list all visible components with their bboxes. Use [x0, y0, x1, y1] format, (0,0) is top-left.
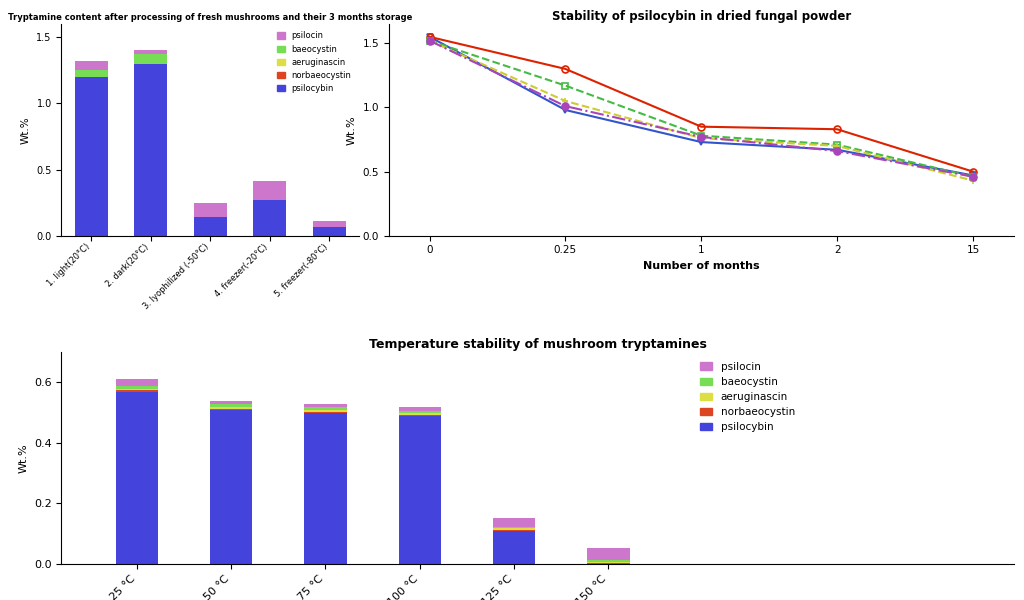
- Bar: [116, 379, 158, 386]
- Bar: [210, 401, 252, 404]
- Bar: [304, 413, 347, 564]
- Bar: [210, 410, 252, 564]
- 4. freezer (-20 °C): [559, 97, 571, 104]
- Bar: [587, 560, 630, 562]
- Bar: [75, 77, 108, 236]
- 2. dark (20 °C): [559, 65, 571, 73]
- 5. freezer (-80 °C): [559, 103, 571, 110]
- Legend: psilocin, baeocystin, aeruginascin, norbaeocystin, psilocybin: psilocin, baeocystin, aeruginascin, norb…: [273, 28, 355, 97]
- 5. freezer (-80 °C): [967, 173, 979, 181]
- 4. freezer (-20 °C): [423, 37, 435, 44]
- Bar: [587, 562, 630, 563]
- Y-axis label: Wt.%: Wt.%: [18, 443, 29, 473]
- 4. freezer (-20 °C): [695, 134, 708, 142]
- Bar: [587, 563, 630, 564]
- Bar: [398, 415, 441, 416]
- 2. dark (20 °C): [967, 168, 979, 175]
- Line: 1. light (20 °C): 1. light (20 °C): [426, 34, 977, 179]
- 1. light (20 °C): [695, 139, 708, 146]
- Bar: [304, 407, 347, 410]
- 3. fridge (4 °C): [423, 37, 435, 44]
- 5. freezer (-80 °C): [423, 37, 435, 44]
- Bar: [312, 221, 345, 226]
- Bar: [398, 407, 441, 411]
- Bar: [116, 389, 158, 391]
- 3. fridge (4 °C): [967, 173, 979, 181]
- 2. dark (20 °C): [423, 33, 435, 40]
- Line: 2. dark (20 °C): 2. dark (20 °C): [426, 34, 977, 175]
- Bar: [194, 203, 226, 217]
- Bar: [116, 392, 158, 564]
- 2. dark (20 °C): [831, 125, 844, 133]
- 1. light (20 °C): [423, 33, 435, 40]
- 4. freezer (-20 °C): [967, 177, 979, 184]
- 1. light (20 °C): [831, 146, 844, 154]
- Bar: [134, 50, 167, 55]
- Bar: [194, 217, 226, 236]
- Bar: [398, 416, 441, 564]
- 1. light (20 °C): [559, 106, 571, 113]
- Line: 3. fridge (4 °C): 3. fridge (4 °C): [426, 37, 977, 180]
- Title: Temperature stability of mushroom tryptamines: Temperature stability of mushroom trypta…: [369, 338, 707, 351]
- Bar: [116, 391, 158, 392]
- Title: Stability of psilocybin in dried fungal powder: Stability of psilocybin in dried fungal …: [552, 10, 851, 23]
- 4. freezer (-20 °C): [831, 142, 844, 149]
- Bar: [134, 55, 167, 64]
- Bar: [493, 529, 536, 530]
- Bar: [312, 226, 345, 236]
- Bar: [493, 518, 536, 527]
- Bar: [75, 61, 108, 70]
- Line: 5. freezer (-80 °C): 5. freezer (-80 °C): [426, 37, 977, 180]
- Bar: [304, 410, 347, 412]
- Bar: [304, 412, 347, 413]
- Y-axis label: Wt.%: Wt.%: [347, 115, 357, 145]
- Bar: [116, 386, 158, 389]
- Y-axis label: Wt.%: Wt.%: [20, 116, 31, 143]
- Bar: [210, 409, 252, 410]
- 3. fridge (4 °C): [695, 132, 708, 139]
- Bar: [398, 413, 441, 415]
- 5. freezer (-80 °C): [695, 133, 708, 140]
- Bar: [398, 411, 441, 413]
- Bar: [587, 548, 630, 560]
- Title: Tryptamine content after processing of fresh mushrooms and their 3 months storag: Tryptamine content after processing of f…: [8, 13, 413, 22]
- X-axis label: Number of months: Number of months: [643, 261, 760, 271]
- Bar: [75, 70, 108, 77]
- Bar: [493, 530, 536, 531]
- Bar: [493, 527, 536, 529]
- Bar: [253, 181, 286, 200]
- 3. fridge (4 °C): [559, 82, 571, 89]
- 1. light (20 °C): [967, 172, 979, 179]
- 3. fridge (4 °C): [831, 141, 844, 148]
- Bar: [210, 404, 252, 407]
- Bar: [493, 531, 536, 564]
- 5. freezer (-80 °C): [831, 148, 844, 155]
- Legend: psilocin, baeocystin, aeruginascin, norbaeocystin, psilocybin: psilocin, baeocystin, aeruginascin, norb…: [695, 358, 799, 437]
- Line: 4. freezer (-20 °C): 4. freezer (-20 °C): [426, 37, 977, 184]
- Bar: [210, 407, 252, 409]
- Bar: [253, 200, 286, 236]
- 2. dark (20 °C): [695, 123, 708, 130]
- Bar: [134, 64, 167, 236]
- Bar: [304, 404, 347, 407]
